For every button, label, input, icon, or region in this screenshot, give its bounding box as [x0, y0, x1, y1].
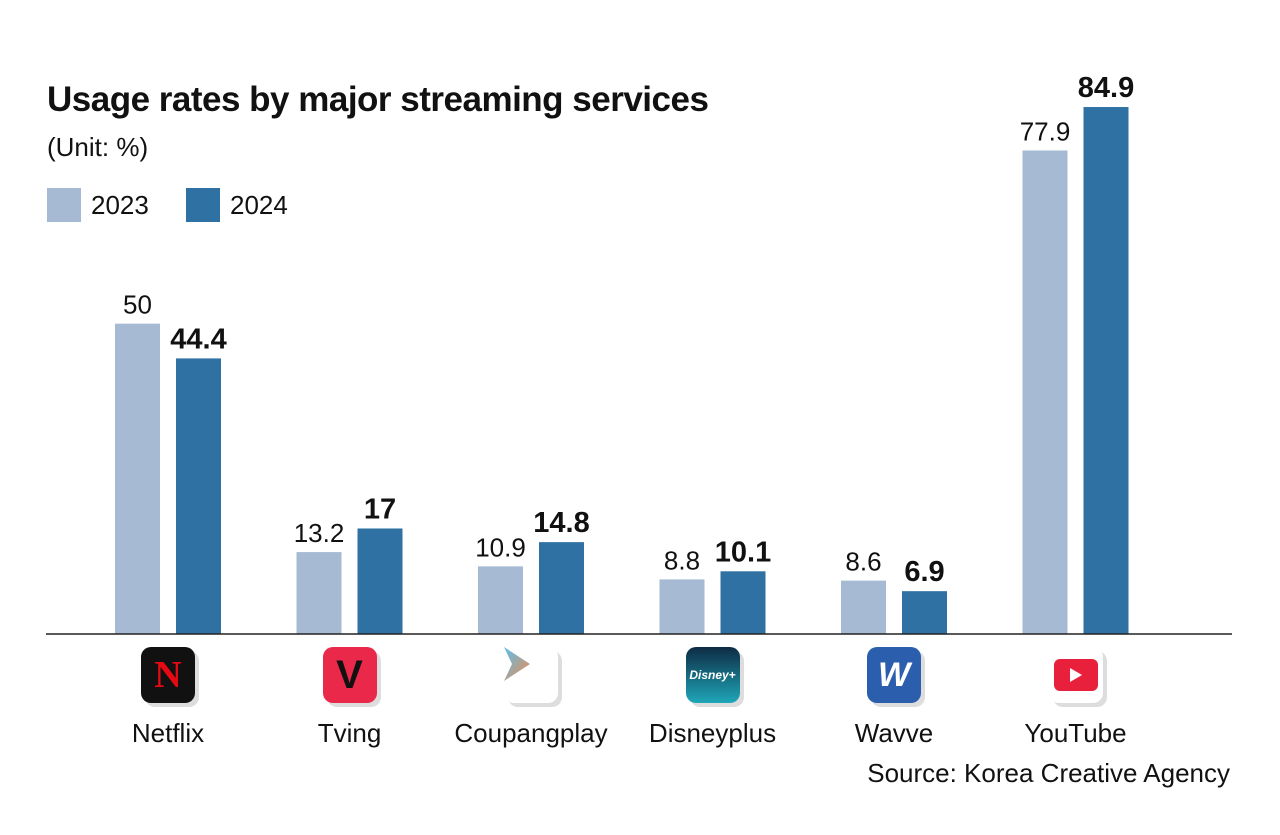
bar-2024-Wavve	[902, 591, 947, 634]
tving-logo-icon: V	[322, 647, 377, 703]
bar-2023-Disneyplus	[659, 579, 705, 634]
source-note: Source: Korea Creative Agency	[867, 758, 1230, 788]
data-label: 8.6	[845, 547, 881, 577]
data-label: 77.9	[1020, 116, 1071, 146]
bar-2024-Disneyplus	[720, 571, 766, 634]
bar-2024-YouTube	[1083, 107, 1129, 635]
data-label: 84.9	[1078, 72, 1134, 104]
data-label: 50	[123, 290, 152, 320]
disneyplus-logo-icon: Disney+	[685, 647, 740, 703]
bar-2024-Tving	[357, 528, 403, 634]
wavve-logo-icon: W	[867, 647, 921, 703]
category-label: Disneyplus	[648, 718, 777, 748]
category-label: Wavve	[854, 718, 934, 748]
bar-2023-Tving	[296, 552, 342, 634]
category-label: YouTube	[1024, 718, 1127, 748]
chart-title: Usage rates by major streaming services	[47, 80, 709, 119]
bar-2023-YouTube	[1022, 150, 1068, 634]
legend-item-2024: 2024	[186, 188, 288, 222]
legend-swatch	[186, 188, 220, 222]
category-label: Coupangplay	[454, 718, 608, 748]
coupangplay-logo-icon	[504, 647, 558, 703]
bar-2023-Netflix	[115, 323, 160, 634]
category-label: Netflix	[131, 718, 205, 748]
youtube-logo-icon	[1048, 647, 1103, 703]
data-label: 8.8	[664, 545, 700, 575]
data-label: 44.4	[170, 323, 226, 355]
data-label: 14.8	[533, 507, 589, 539]
bar-2024-Coupangplay	[539, 542, 584, 634]
netflix-logo-icon: N	[141, 647, 195, 703]
data-label: 10.1	[715, 536, 771, 568]
bar-2023-Coupangplay	[478, 566, 523, 634]
chart-subtitle: (Unit: %)	[47, 132, 149, 162]
category-label: Tving	[317, 718, 382, 748]
data-label: 13.2	[294, 518, 345, 548]
legend-swatch	[47, 188, 81, 222]
bar-2023-Wavve	[841, 580, 886, 634]
legend-item-2023: 2023	[47, 188, 149, 222]
bar-2024-Netflix	[176, 358, 221, 634]
data-label: 6.9	[904, 556, 944, 588]
data-label: 10.9	[475, 532, 526, 562]
data-label: 17	[364, 493, 396, 525]
